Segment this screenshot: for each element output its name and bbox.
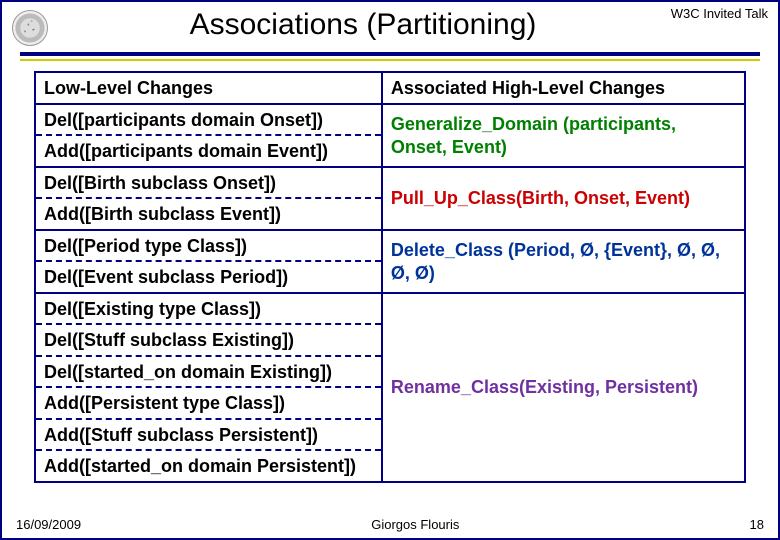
group-left: Del([Period type Class])Del([Event subcl… — [36, 231, 383, 294]
footer-date: 16/09/2009 — [16, 517, 81, 532]
rule-thin — [20, 59, 760, 61]
high-level-change: Generalize_Domain (participants, Onset, … — [383, 105, 744, 168]
associations-table: Low-Level Changes Associated High-Level … — [34, 71, 746, 483]
header: W3C Invited Talk Associations (Partition… — [2, 2, 778, 61]
low-level-change: Del([Stuff subclass Existing]) — [36, 325, 381, 357]
low-level-change: Del([started_on domain Existing]) — [36, 357, 381, 389]
low-level-change: Add([started_on domain Persistent]) — [36, 451, 381, 481]
table-group: Del([Existing type Class])Del([Stuff sub… — [36, 294, 744, 481]
group-left: Del([Birth subclass Onset])Add([Birth su… — [36, 168, 383, 231]
table-header-row: Low-Level Changes Associated High-Level … — [36, 73, 744, 105]
low-level-change: Del([Event subclass Period]) — [36, 262, 381, 292]
low-level-change: Add([Birth subclass Event]) — [36, 199, 381, 229]
corner-label: W3C Invited Talk — [671, 6, 768, 21]
low-level-change: Del([participants domain Onset]) — [36, 105, 381, 137]
low-level-change: Add([Persistent type Class]) — [36, 388, 381, 420]
footer-page: 18 — [750, 517, 764, 532]
header-row: Associations (Partitioning) — [12, 8, 768, 46]
slide: W3C Invited Talk Associations (Partition… — [0, 0, 780, 540]
title-wrap: Associations (Partitioning) — [48, 8, 768, 42]
low-level-change: Add([participants domain Event]) — [36, 136, 381, 166]
high-level-change: Pull_Up_Class(Birth, Onset, Event) — [383, 168, 744, 231]
low-level-change: Del([Period type Class]) — [36, 231, 381, 263]
group-left: Del([participants domain Onset])Add([par… — [36, 105, 383, 168]
high-level-change: Rename_Class(Existing, Persistent) — [383, 294, 744, 481]
col-header-left: Low-Level Changes — [36, 73, 383, 105]
logo-icon — [12, 10, 48, 46]
page-title: Associations (Partitioning) — [48, 8, 678, 42]
low-level-change: Del([Existing type Class]) — [36, 294, 381, 326]
footer-author: Giorgos Flouris — [81, 517, 749, 532]
group-left: Del([Existing type Class])Del([Stuff sub… — [36, 294, 383, 481]
low-level-change: Add([Stuff subclass Persistent]) — [36, 420, 381, 452]
rule-stack — [20, 52, 760, 61]
footer: 16/09/2009 Giorgos Flouris 18 — [2, 517, 778, 532]
table-group: Del([Birth subclass Onset])Add([Birth su… — [36, 168, 744, 231]
table-group: Del([participants domain Onset])Add([par… — [36, 105, 744, 168]
col-header-right: Associated High-Level Changes — [383, 73, 744, 105]
low-level-change: Del([Birth subclass Onset]) — [36, 168, 381, 200]
table-group: Del([Period type Class])Del([Event subcl… — [36, 231, 744, 294]
table-body: Del([participants domain Onset])Add([par… — [36, 105, 744, 481]
rule-thick — [20, 52, 760, 56]
high-level-change: Delete_Class (Period, Ø, {Event}, Ø, Ø, … — [383, 231, 744, 294]
